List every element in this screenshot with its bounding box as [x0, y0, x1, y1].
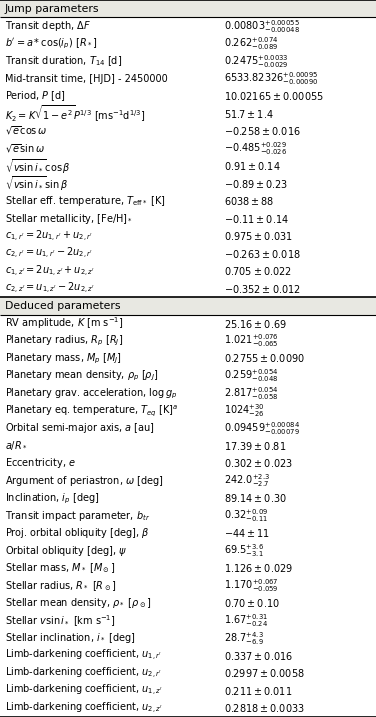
Text: $\sqrt{e}\cos\omega$: $\sqrt{e}\cos\omega$ — [5, 125, 47, 138]
Text: $1.170^{+0.067}_{-0.059}$: $1.170^{+0.067}_{-0.059}$ — [224, 577, 278, 594]
Text: $\sqrt{e}\sin\omega$: $\sqrt{e}\sin\omega$ — [5, 143, 44, 155]
Text: Eccentricity, $e$: Eccentricity, $e$ — [5, 457, 76, 470]
Text: $c_{2,r'} = u_{1,r'} - 2u_{2,r'}$: $c_{2,r'} = u_{1,r'} - 2u_{2,r'}$ — [5, 246, 92, 261]
Text: Jump parameters: Jump parameters — [5, 4, 99, 14]
Text: Limb-darkening coefficient, $u_{2,z'}$: Limb-darkening coefficient, $u_{2,z'}$ — [5, 701, 162, 716]
Text: Planetary radius, $R_p$ [$R_J$]: Planetary radius, $R_p$ [$R_J$] — [5, 334, 123, 348]
Text: Proj. orbital obliquity [deg], $\beta$: Proj. orbital obliquity [deg], $\beta$ — [5, 526, 149, 541]
Text: $25.16 \pm 0.69$: $25.16 \pm 0.69$ — [224, 318, 287, 330]
Text: Orbital obliquity [deg], $\psi$: Orbital obliquity [deg], $\psi$ — [5, 544, 127, 558]
Text: Planetary grav. acceleration, $\log g_p$: Planetary grav. acceleration, $\log g_p$ — [5, 386, 177, 401]
Text: Period, $P$ [d]: Period, $P$ [d] — [5, 90, 65, 103]
Text: $0.91 \pm 0.14$: $0.91 \pm 0.14$ — [224, 160, 280, 172]
Text: $\sqrt{v\sin i_*}\sin\beta$: $\sqrt{v\sin i_*}\sin\beta$ — [5, 174, 68, 193]
Text: Transit impact parameter, $b_{tr}$: Transit impact parameter, $b_{tr}$ — [5, 509, 150, 523]
Text: RV amplitude, $K$ [m s$^{-1}$]: RV amplitude, $K$ [m s$^{-1}$] — [5, 315, 123, 331]
Text: $1024^{+30}_{-26}$: $1024^{+30}_{-26}$ — [224, 402, 265, 419]
Text: $0.00803^{+0.00055}_{-0.00048}$: $0.00803^{+0.00055}_{-0.00048}$ — [224, 18, 300, 34]
Text: $0.705 \pm 0.022$: $0.705 \pm 0.022$ — [224, 265, 292, 277]
Text: $2.817^{+0.054}_{-0.058}$: $2.817^{+0.054}_{-0.058}$ — [224, 385, 278, 402]
Text: Mid-transit time, [HJD] - 2450000: Mid-transit time, [HJD] - 2450000 — [5, 74, 167, 84]
Text: $-44 \pm 11$: $-44 \pm 11$ — [224, 528, 270, 539]
Text: $c_{1,r'} = 2u_{1,r'} + u_{2,r'}$: $c_{1,r'} = 2u_{1,r'} + u_{2,r'}$ — [5, 229, 92, 244]
Text: Stellar mean density, $\rho_*$ [$\rho_\odot$]: Stellar mean density, $\rho_*$ [$\rho_\o… — [5, 597, 151, 610]
Text: Transit duration, $T_{14}$ [d]: Transit duration, $T_{14}$ [d] — [5, 54, 122, 68]
Text: Limb-darkening coefficient, $u_{2,r'}$: Limb-darkening coefficient, $u_{2,r'}$ — [5, 665, 162, 681]
Text: Inclination, $i_p$ [deg]: Inclination, $i_p$ [deg] — [5, 491, 99, 505]
Text: $1.126 \pm 0.029$: $1.126 \pm 0.029$ — [224, 562, 293, 574]
Text: $0.2818 \pm 0.0033$: $0.2818 \pm 0.0033$ — [224, 702, 305, 714]
Text: $0.2755 \pm 0.0090$: $0.2755 \pm 0.0090$ — [224, 353, 305, 364]
Text: $10.02165 \pm 0.00055$: $10.02165 \pm 0.00055$ — [224, 90, 324, 103]
Bar — [0, 298, 376, 315]
Text: Limb-darkening coefficient, $u_{1,z'}$: Limb-darkening coefficient, $u_{1,z'}$ — [5, 683, 162, 698]
Text: $0.262^{+0.074}_{-0.089}$: $0.262^{+0.074}_{-0.089}$ — [224, 35, 278, 52]
Text: $1.021^{+0.076}_{-0.065}$: $1.021^{+0.076}_{-0.065}$ — [224, 333, 279, 349]
Text: $17.39 \pm 0.81$: $17.39 \pm 0.81$ — [224, 440, 286, 452]
Text: Stellar metallicity, [Fe/H]$_*$: Stellar metallicity, [Fe/H]$_*$ — [5, 212, 132, 226]
Text: $K_2 = K\sqrt{1-e^2}P^{1/3}$ [ms$^{-1}$d$^{1/3}$]: $K_2 = K\sqrt{1-e^2}P^{1/3}$ [ms$^{-1}$d… — [5, 103, 145, 124]
Text: $1.67^{+0.31}_{-0.24}$: $1.67^{+0.31}_{-0.24}$ — [224, 612, 268, 630]
Text: Stellar radius, $R_*$ [$R_\odot$]: Stellar radius, $R_*$ [$R_\odot$] — [5, 579, 116, 593]
Text: Transit depth, $\Delta F$: Transit depth, $\Delta F$ — [5, 19, 90, 33]
Text: $-0.89 \pm 0.23$: $-0.89 \pm 0.23$ — [224, 178, 288, 189]
Text: Argument of periastron, $\omega$ [deg]: Argument of periastron, $\omega$ [deg] — [5, 474, 163, 488]
Text: $0.302 \pm 0.023$: $0.302 \pm 0.023$ — [224, 457, 293, 470]
Text: $\sqrt{v\sin i_*}\cos\beta$: $\sqrt{v\sin i_*}\cos\beta$ — [5, 157, 70, 176]
Text: $0.975 \pm 0.031$: $0.975 \pm 0.031$ — [224, 230, 293, 242]
Text: Orbital semi-major axis, $a$ [au]: Orbital semi-major axis, $a$ [au] — [5, 422, 155, 435]
Text: $51.7 \pm 1.4$: $51.7 \pm 1.4$ — [224, 108, 273, 120]
Text: $-0.258 \pm 0.016$: $-0.258 \pm 0.016$ — [224, 125, 300, 137]
Text: $0.337 \pm 0.016$: $0.337 \pm 0.016$ — [224, 650, 293, 662]
Text: $0.259^{+0.054}_{-0.048}$: $0.259^{+0.054}_{-0.048}$ — [224, 368, 278, 384]
Text: Planetary mean density, $\rho_p$ [$\rho_J$]: Planetary mean density, $\rho_p$ [$\rho_… — [5, 369, 158, 383]
Text: $6038 \pm 88$: $6038 \pm 88$ — [224, 195, 274, 207]
Text: Stellar $v\sin i_*$ [km s$^{-1}$]: Stellar $v\sin i_*$ [km s$^{-1}$] — [5, 613, 115, 629]
Text: $28.7^{+4.3}_{-6.9}$: $28.7^{+4.3}_{-6.9}$ — [224, 630, 264, 647]
Text: $0.09459^{+0.00084}_{-0.00079}$: $0.09459^{+0.00084}_{-0.00079}$ — [224, 420, 300, 437]
Text: $242.0^{+2.3}_{-2.7}$: $242.0^{+2.3}_{-2.7}$ — [224, 473, 270, 489]
Text: $69.5^{+3.6}_{-3.1}$: $69.5^{+3.6}_{-3.1}$ — [224, 543, 264, 559]
Text: $b' = a * \cos(i_p)$ $[R_*]$: $b' = a * \cos(i_p)$ $[R_*]$ — [5, 37, 97, 51]
Text: $0.2997 \pm 0.0058$: $0.2997 \pm 0.0058$ — [224, 668, 305, 679]
Text: $0.32^{+0.09}_{-0.11}$: $0.32^{+0.09}_{-0.11}$ — [224, 508, 268, 524]
Text: $c_{1,z'} = 2u_{1,z'} + u_{2,z'}$: $c_{1,z'} = 2u_{1,z'} + u_{2,z'}$ — [5, 264, 94, 279]
Text: Stellar inclination, $i_*$ [deg]: Stellar inclination, $i_*$ [deg] — [5, 631, 135, 645]
Text: $6533.82326^{+0.00095}_{-0.00090}$: $6533.82326^{+0.00095}_{-0.00090}$ — [224, 70, 318, 87]
Text: Limb-darkening coefficient, $u_{1,r'}$: Limb-darkening coefficient, $u_{1,r'}$ — [5, 648, 162, 663]
Text: Planetary eq. temperature, $T_{eq}$ [K]$^a$: Planetary eq. temperature, $T_{eq}$ [K]$… — [5, 404, 178, 418]
Text: $0.211 \pm 0.011$: $0.211 \pm 0.011$ — [224, 685, 292, 697]
Text: $-0.352 \pm 0.012$: $-0.352 \pm 0.012$ — [224, 282, 301, 295]
Text: $89.14 \pm 0.30$: $89.14 \pm 0.30$ — [224, 493, 287, 504]
Text: Stellar mass, $M_*$ [$M_\odot$]: Stellar mass, $M_*$ [$M_\odot$] — [5, 561, 115, 575]
Text: Planetary mass, $M_p$ [$M_J$]: Planetary mass, $M_p$ [$M_J$] — [5, 351, 121, 366]
Bar — [0, 0, 376, 17]
Text: $-0.11 \pm 0.14$: $-0.11 \pm 0.14$ — [224, 213, 289, 224]
Text: $c_{2,z'} = u_{1,z'} - 2u_{2,z'}$: $c_{2,z'} = u_{1,z'} - 2u_{2,z'}$ — [5, 281, 94, 296]
Text: $a/R_*$: $a/R_*$ — [5, 440, 27, 452]
Text: $-0.263 \pm 0.018$: $-0.263 \pm 0.018$ — [224, 247, 300, 260]
Text: $0.2475^{+0.0033}_{-0.0029}$: $0.2475^{+0.0033}_{-0.0029}$ — [224, 53, 288, 70]
Text: $-0.485^{+0.029}_{-0.026}$: $-0.485^{+0.029}_{-0.026}$ — [224, 141, 287, 157]
Text: Stellar eff. temperature, $T_{\mathrm{eff}*}$ [K]: Stellar eff. temperature, $T_{\mathrm{ef… — [5, 194, 165, 208]
Text: Deduced parameters: Deduced parameters — [5, 301, 120, 311]
Text: $0.70 \pm 0.10$: $0.70 \pm 0.10$ — [224, 597, 280, 609]
